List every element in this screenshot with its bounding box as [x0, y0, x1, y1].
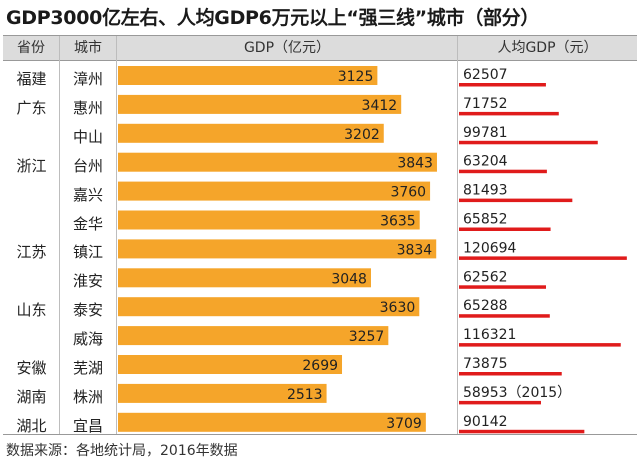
per-capita-value-label: 73875 [463, 356, 508, 372]
gdp-value-label: 2699 [302, 358, 338, 374]
province-label: 江苏 [16, 243, 47, 262]
gdp-value-label: 3630 [380, 300, 416, 316]
city-label: 株洲 [72, 387, 103, 406]
per-capita-value-label: 71752 [463, 96, 508, 112]
per-capita-value-label: 90142 [463, 414, 508, 430]
per-capita-value-label: 120694 [463, 240, 517, 256]
column-separator [59, 36, 60, 434]
gdp-value-label: 3202 [344, 127, 380, 143]
city-label: 嘉兴 [72, 185, 103, 204]
city-label: 芜湖 [72, 359, 103, 377]
per-capita-value-label: 62562 [463, 269, 508, 285]
per-capita-bar [459, 198, 573, 203]
per-capita-bar [459, 400, 541, 405]
city-label: 宜昌 [72, 416, 103, 435]
gdp-bar [118, 123, 384, 143]
table-bottom-rule [3, 434, 637, 435]
province-label: 湖北 [16, 416, 47, 435]
header-per-capita: 人均GDP（元） [458, 36, 637, 60]
city-label: 漳州 [72, 70, 103, 88]
province-label: 湖南 [16, 387, 47, 406]
per-capita-bar [459, 285, 547, 289]
gdp-bar [118, 268, 371, 288]
header-top-rule [3, 35, 637, 36]
city-label: 淮安 [72, 272, 103, 291]
city-label: 中山 [72, 127, 103, 146]
per-capita-bar [459, 83, 546, 87]
gdp-bar [118, 297, 420, 317]
province-label: 山东 [16, 301, 47, 320]
per-capita-value-label: 58953（2015） [463, 385, 571, 401]
header-province: 省份 [3, 36, 59, 60]
gdp-bar [118, 66, 378, 85]
per-capita-value-label: 65288 [463, 298, 508, 314]
source-note: 数据来源：各地统计局，2016年数据 [6, 443, 238, 459]
gdp-bar [118, 326, 389, 346]
per-capita-value-label: 99781 [463, 125, 508, 141]
column-separator [116, 36, 117, 434]
city-label: 台州 [72, 156, 103, 175]
gdp-bar [118, 412, 426, 432]
city-label: 惠州 [72, 98, 103, 117]
per-capita-bar [459, 227, 551, 231]
gdp-bar [118, 181, 431, 201]
per-capita-bar [459, 140, 598, 145]
gdp-value-label: 3843 [397, 156, 433, 172]
chart-title: GDP3000亿左右、人均GDP6万元以上“强三线”城市（部分） [6, 7, 540, 29]
gdp-value-label: 3257 [349, 329, 385, 345]
per-capita-bar [459, 343, 621, 347]
province-label: 浙江 [16, 156, 47, 175]
header-city: 城市 [60, 36, 116, 60]
per-capita-bar [459, 256, 627, 260]
gdp-value-label: 3709 [386, 416, 422, 432]
city-label: 威海 [72, 330, 103, 349]
header-bottom-rule [3, 60, 637, 61]
province-label: 福建 [16, 70, 47, 88]
gdp-value-label: 3834 [397, 242, 433, 258]
per-capita-value-label: 62507 [463, 67, 508, 83]
per-capita-value-label: 63204 [463, 154, 508, 170]
gdp-value-label: 3760 [390, 185, 426, 201]
header-gdp: GDP（亿元） [117, 36, 457, 60]
gdp-value-label: 3635 [380, 214, 416, 230]
per-capita-bar [459, 169, 547, 174]
per-capita-value-label: 81493 [463, 183, 508, 199]
gdp-bar [118, 383, 327, 403]
city-label: 泰安 [72, 301, 103, 320]
per-capita-bar [459, 429, 585, 434]
per-capita-bar [459, 111, 559, 116]
per-capita-bar [459, 372, 562, 376]
city-label: 镇江 [72, 243, 103, 262]
gdp-value-label: 3048 [331, 271, 367, 287]
per-capita-bar [459, 314, 550, 318]
column-separator [457, 36, 458, 434]
gdp-value-label: 3125 [338, 69, 374, 85]
gdp-bar [118, 152, 437, 172]
gdp-value-label: 2513 [287, 387, 323, 403]
gdp-bar [118, 94, 402, 114]
city-label: 金华 [72, 214, 103, 233]
gdp-bar [118, 355, 343, 374]
gdp-value-label: 3412 [362, 98, 398, 114]
per-capita-value-label: 65852 [463, 212, 508, 228]
province-label: 安徽 [16, 359, 47, 377]
province-label: 广东 [16, 98, 47, 117]
gdp-bar [118, 210, 420, 230]
gdp-bar [118, 239, 437, 259]
per-capita-value-label: 116321 [463, 327, 516, 343]
